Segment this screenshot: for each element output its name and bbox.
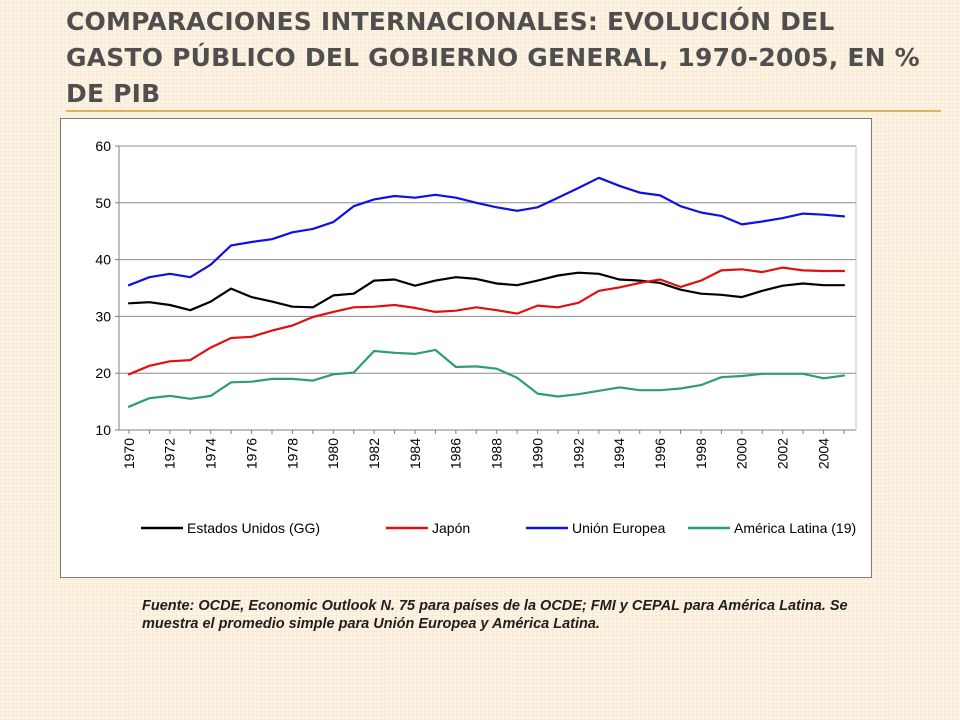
chart-frame: 10 20 30 40 50 60 1970 1972 1974 1976 1978 1980 1982…	[60, 118, 872, 578]
title-underline	[66, 110, 941, 112]
y-tick-label: 50	[95, 195, 111, 211]
series-line-3	[127, 176, 846, 287]
x-tick-label: 1972	[162, 438, 178, 469]
x-tick-label: 1974	[203, 438, 219, 469]
series-line-1	[127, 271, 846, 312]
series-line-2	[127, 266, 846, 376]
x-tick-label: 1992	[570, 438, 586, 469]
legend-label: Estados Unidos (GG)	[187, 520, 320, 536]
x-tick-label: 1976	[243, 438, 259, 469]
x-tick-label: 2002	[775, 438, 791, 469]
legend-label: Unión Europea	[572, 520, 666, 536]
x-tick-label: 1996	[652, 438, 668, 469]
y-tick-label: 10	[95, 422, 111, 438]
y-tick-label: 60	[95, 138, 111, 154]
y-tick-label: 30	[95, 308, 111, 324]
legend-label: América Latina (19)	[734, 520, 856, 536]
x-tick-label: 2004	[815, 438, 831, 469]
x-tick-label: 1998	[693, 438, 709, 469]
series-line-4	[127, 348, 846, 408]
y-tick-label: 40	[95, 252, 111, 268]
x-tick-label: 1986	[448, 438, 464, 469]
x-tick-label: 1970	[121, 438, 137, 469]
x-tick-label: 1980	[325, 438, 341, 469]
legend-label: Japón	[432, 520, 470, 536]
x-tick-label: 2000	[734, 438, 750, 469]
x-tick-label: 1982	[366, 438, 382, 469]
line-chart: 10 20 30 40 50 60 1970 1972 1974 1976 1978 1980 1982…	[95, 138, 857, 536]
x-tick-label: 1984	[407, 438, 423, 469]
y-tick-label: 20	[95, 365, 111, 381]
x-tick-label: 1994	[611, 438, 627, 469]
x-tick-label: 1990	[529, 438, 545, 469]
x-tick-label: 1978	[284, 438, 300, 469]
source-note: Fuente: OCDE, Economic Outlook N. 75 par…	[142, 598, 848, 632]
slide-title: COMPARACIONES INTERNACIONALES: EVOLUCIÓN…	[66, 7, 920, 108]
x-tick-label: 1988	[489, 438, 505, 469]
